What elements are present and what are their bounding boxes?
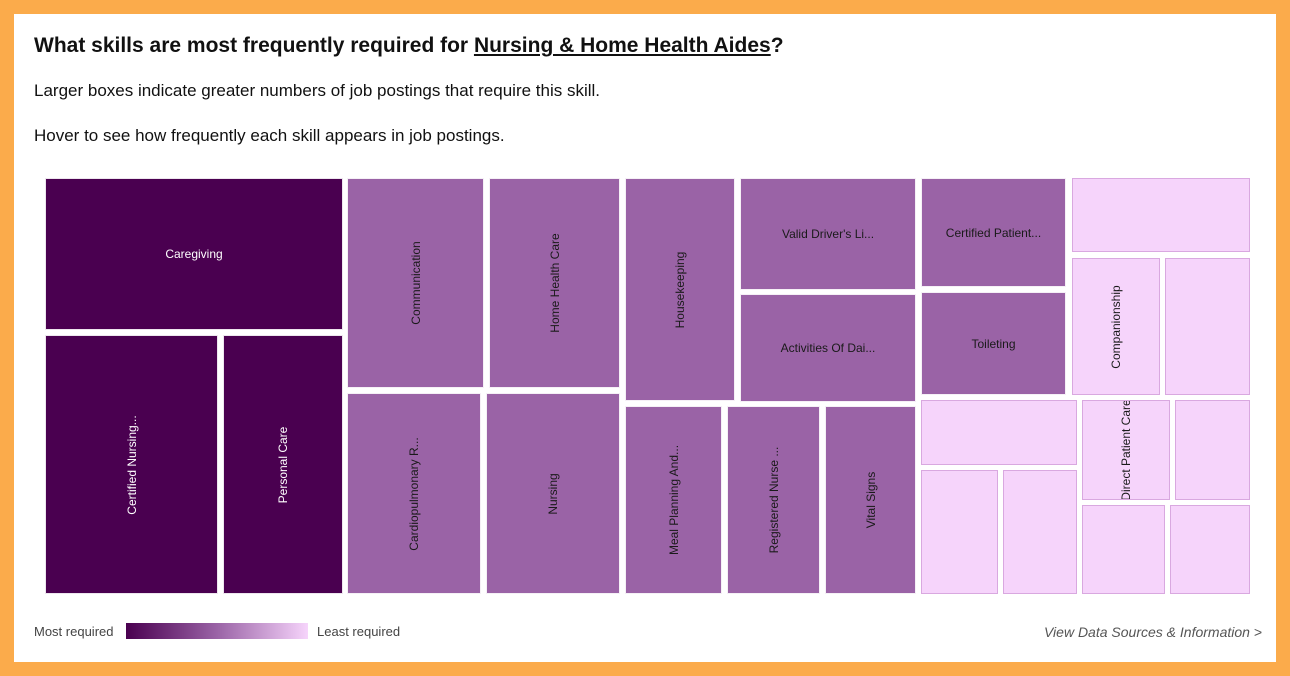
occupation-link[interactable]: Nursing & Home Health Aides: [473, 34, 771, 57]
legend-gradient-bar: [126, 623, 308, 639]
treemap-tile-vital-signs[interactable]: Vital Signs: [825, 406, 916, 594]
treemap-tile-unlabeled-25[interactable]: [1170, 505, 1250, 594]
treemap-tile-home-health-care[interactable]: Home Health Care: [489, 178, 620, 388]
treemap-tile-companionship[interactable]: Companionship: [1072, 258, 1160, 395]
treemap-tile-label: Registered Nurse ...: [766, 446, 781, 554]
treemap-tile-label: Nursing: [546, 472, 560, 515]
treemap-tile-label: Vital Signs: [863, 471, 878, 529]
treemap-tile-personal-care[interactable]: Personal Care: [223, 335, 343, 594]
treemap-tile-nursing[interactable]: Nursing: [486, 393, 620, 594]
treemap-tile-unlabeled-23[interactable]: [1003, 470, 1077, 594]
treemap-tile-certified-patient[interactable]: Certified Patient...: [921, 178, 1066, 287]
description-size: Larger boxes indicate greater numbers of…: [34, 81, 601, 100]
treemap-tile-toileting[interactable]: Toileting: [921, 292, 1066, 395]
treemap-tile-label: Housekeeping: [673, 251, 687, 328]
treemap-tile-label: Home Health Care: [547, 233, 562, 333]
treemap-tile-label: Personal Care: [276, 426, 290, 503]
legend-most-label: Most required: [34, 624, 114, 639]
treemap-tile-label: Companionship: [1109, 284, 1123, 369]
treemap-tile-unlabeled-22[interactable]: [921, 470, 998, 594]
treemap-tile-certified-nursing[interactable]: Certified Nursing...: [45, 335, 218, 594]
legend-least-label: Least required: [317, 624, 401, 639]
treemap-tile-label: Meal Planning And...: [666, 444, 681, 556]
treemap-tile-unlabeled-16[interactable]: [1072, 178, 1250, 252]
chart-card: What skills are most frequently required…: [14, 14, 1276, 662]
treemap-tile-label: Toileting: [971, 336, 1016, 351]
treemap-tile-caregiving[interactable]: Caregiving: [45, 178, 343, 330]
treemap-tile-label: Activities Of Dai...: [780, 341, 876, 355]
treemap-tile-activities-of-dai[interactable]: Activities Of Dai...: [740, 294, 916, 402]
treemap-tile-label: Certified Nursing...: [124, 414, 139, 515]
view-data-sources-link[interactable]: View Data Sources & Information >: [1043, 624, 1262, 640]
treemap-tile-cardiopulmonary-r[interactable]: Cardiopulmonary R...: [347, 393, 481, 594]
page-title: What skills are most frequently required…: [34, 34, 784, 58]
treemap-tile-valid-driver-s-li[interactable]: Valid Driver's Li...: [740, 178, 916, 290]
treemap-tile-label: Caregiving: [165, 247, 223, 261]
treemap-tile-registered-nurse[interactable]: Registered Nurse ...: [727, 406, 820, 594]
description-hover: Hover to see how frequently each skill a…: [34, 126, 505, 145]
treemap-tile-label: Valid Driver's Li...: [781, 227, 875, 241]
treemap-tile-label: Direct Patient Care: [1119, 400, 1133, 500]
treemap-tile-unlabeled-18[interactable]: [1165, 258, 1250, 395]
treemap-tile-unlabeled-19[interactable]: [921, 400, 1077, 465]
treemap-tile-unlabeled-21[interactable]: [1175, 400, 1250, 500]
treemap-tile-label: Certified Patient...: [945, 225, 1042, 240]
treemap-tile-label: Cardiopulmonary R...: [407, 436, 421, 551]
skills-treemap: Caregiving Certified Nursing... Personal C…: [14, 14, 1276, 662]
treemap-tile-housekeeping[interactable]: Housekeeping: [625, 178, 735, 401]
treemap-tile-meal-planning-and[interactable]: Meal Planning And...: [625, 406, 722, 594]
treemap-tile-direct-patient-care[interactable]: Direct Patient Care: [1082, 400, 1170, 500]
title-prefix: What skills are most frequently required…: [34, 34, 474, 57]
treemap-tile-label: Communication: [408, 241, 423, 325]
treemap-tile-unlabeled-24[interactable]: [1082, 505, 1165, 594]
title-suffix: ?: [770, 34, 784, 57]
treemap-tile-communication[interactable]: Communication: [347, 178, 484, 388]
